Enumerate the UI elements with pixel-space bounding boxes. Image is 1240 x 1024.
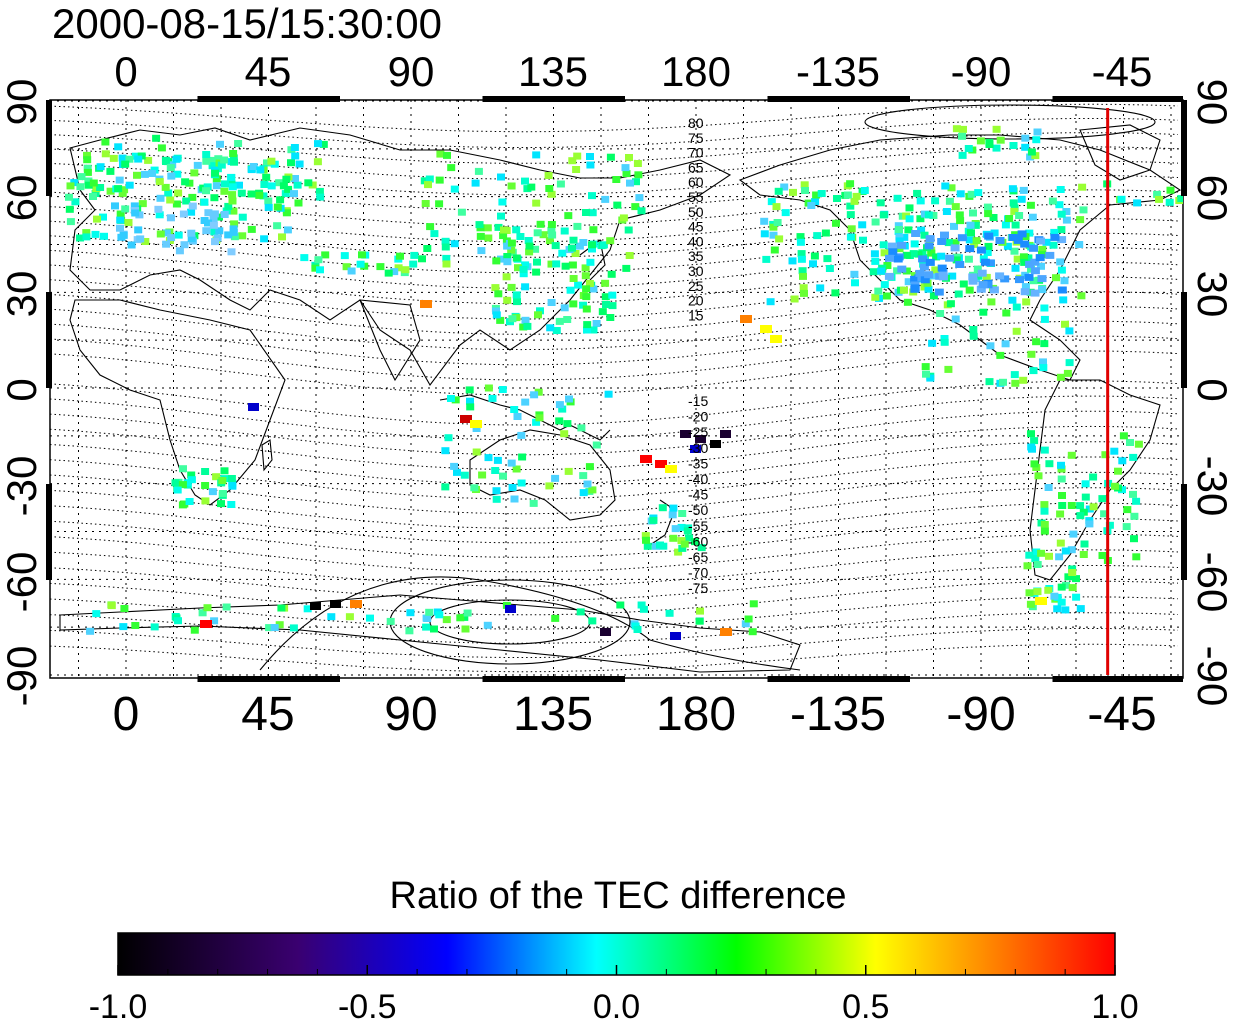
contour-label: -45 [688, 487, 708, 503]
lat-tick-left: -90 [0, 646, 45, 707]
colorbar-tick-label: 0.5 [842, 988, 889, 1024]
lon-tick-top: 90 [388, 48, 435, 95]
contour-label: -20 [688, 409, 708, 425]
lat-tick-left: 60 [0, 175, 45, 222]
colorbar-tick-label: -0.5 [338, 988, 397, 1024]
lon-tick-bottom: 0 [113, 688, 140, 741]
colorbar-tick-label: -1.0 [89, 988, 148, 1024]
lat-tick-left: -60 [0, 552, 45, 613]
contour-label: -50 [688, 502, 708, 518]
contour-label: 55 [688, 189, 704, 205]
tec-ratio-pixels [65, 125, 1183, 640]
lon-tick-top: -90 [951, 48, 1012, 95]
lat-tick-left: -30 [0, 456, 45, 517]
lat-tick-right: -30 [1189, 456, 1236, 517]
contour-label: -65 [688, 549, 708, 565]
contour-label: 25 [688, 278, 704, 294]
lon-tick-bottom: 135 [513, 688, 593, 741]
colorbar-tick-label: 0.0 [593, 988, 640, 1024]
contour-label: -30 [688, 440, 708, 456]
lat-tick-right: -60 [1189, 552, 1236, 613]
contour-label: 30 [688, 263, 704, 279]
contour-label: -40 [688, 471, 708, 487]
contour-label: 75 [688, 130, 704, 146]
map-panel: 8075706560555045403530252015-15-20-25-30… [0, 48, 1236, 741]
lat-tick-right: 0 [1189, 378, 1236, 401]
lon-tick-bottom: 45 [241, 688, 294, 741]
contour-label: 50 [688, 204, 704, 220]
lon-tick-top: -135 [796, 48, 880, 95]
colorbar-title: Ratio of the TEC difference [390, 875, 847, 917]
lon-tick-bottom: -135 [790, 688, 886, 741]
lat-lon-grid [50, 100, 1183, 678]
lat-tick-left: 0 [0, 378, 45, 401]
contour-label: -60 [688, 533, 708, 549]
lat-tick-left: 90 [0, 79, 45, 126]
axis-bars [46, 96, 1187, 682]
contour-label: -35 [688, 455, 708, 471]
lat-tick-right: -90 [1189, 646, 1236, 707]
contour-label: 65 [688, 159, 704, 175]
contour-label: 15 [688, 307, 704, 323]
lon-tick-top: 0 [114, 48, 137, 95]
lat-tick-right: 30 [1189, 271, 1236, 318]
lon-tick-top: 180 [661, 48, 731, 95]
contour-label: 40 [688, 233, 704, 249]
contour-label: 60 [688, 174, 704, 190]
colorbar: Ratio of the TEC difference -1.0 -0.5 0.0 0… [89, 875, 1139, 1024]
lat-tick-right: 90 [1189, 79, 1236, 126]
contour-label: 20 [688, 293, 704, 309]
lon-tick-bottom: -90 [946, 688, 1015, 741]
tick-labels: 0 45 90 135 180 -135 -90 -450 45 90 135 180 -135 -90-… [0, 48, 1236, 741]
lon-tick-top: -45 [1092, 48, 1153, 95]
contour-label: 45 [688, 219, 704, 235]
lon-tick-top: 45 [245, 48, 292, 95]
colorbar-ticks: -1.0 -0.5 0.0 0.5 1.0 [89, 965, 1139, 1024]
contour-label: 35 [688, 248, 704, 264]
contour-label: -15 [688, 393, 708, 409]
contour-label: -25 [688, 424, 708, 440]
contour-label: -75 [688, 580, 708, 596]
contour-label: -70 [688, 565, 708, 581]
contour-label: 70 [688, 145, 704, 161]
lon-tick-bottom: 180 [656, 688, 736, 741]
colorbar-tick-label: 1.0 [1091, 988, 1138, 1024]
lat-tick-left: 30 [0, 271, 45, 318]
contour-label: 80 [688, 115, 704, 131]
lon-tick-bottom: -45 [1087, 688, 1156, 741]
lon-tick-top: 135 [518, 48, 588, 95]
lon-tick-bottom: 90 [384, 688, 437, 741]
plot-title: 2000-08-15/15:30:00 [52, 0, 442, 47]
contour-label: -55 [688, 518, 708, 534]
lat-tick-right: 60 [1189, 175, 1236, 222]
